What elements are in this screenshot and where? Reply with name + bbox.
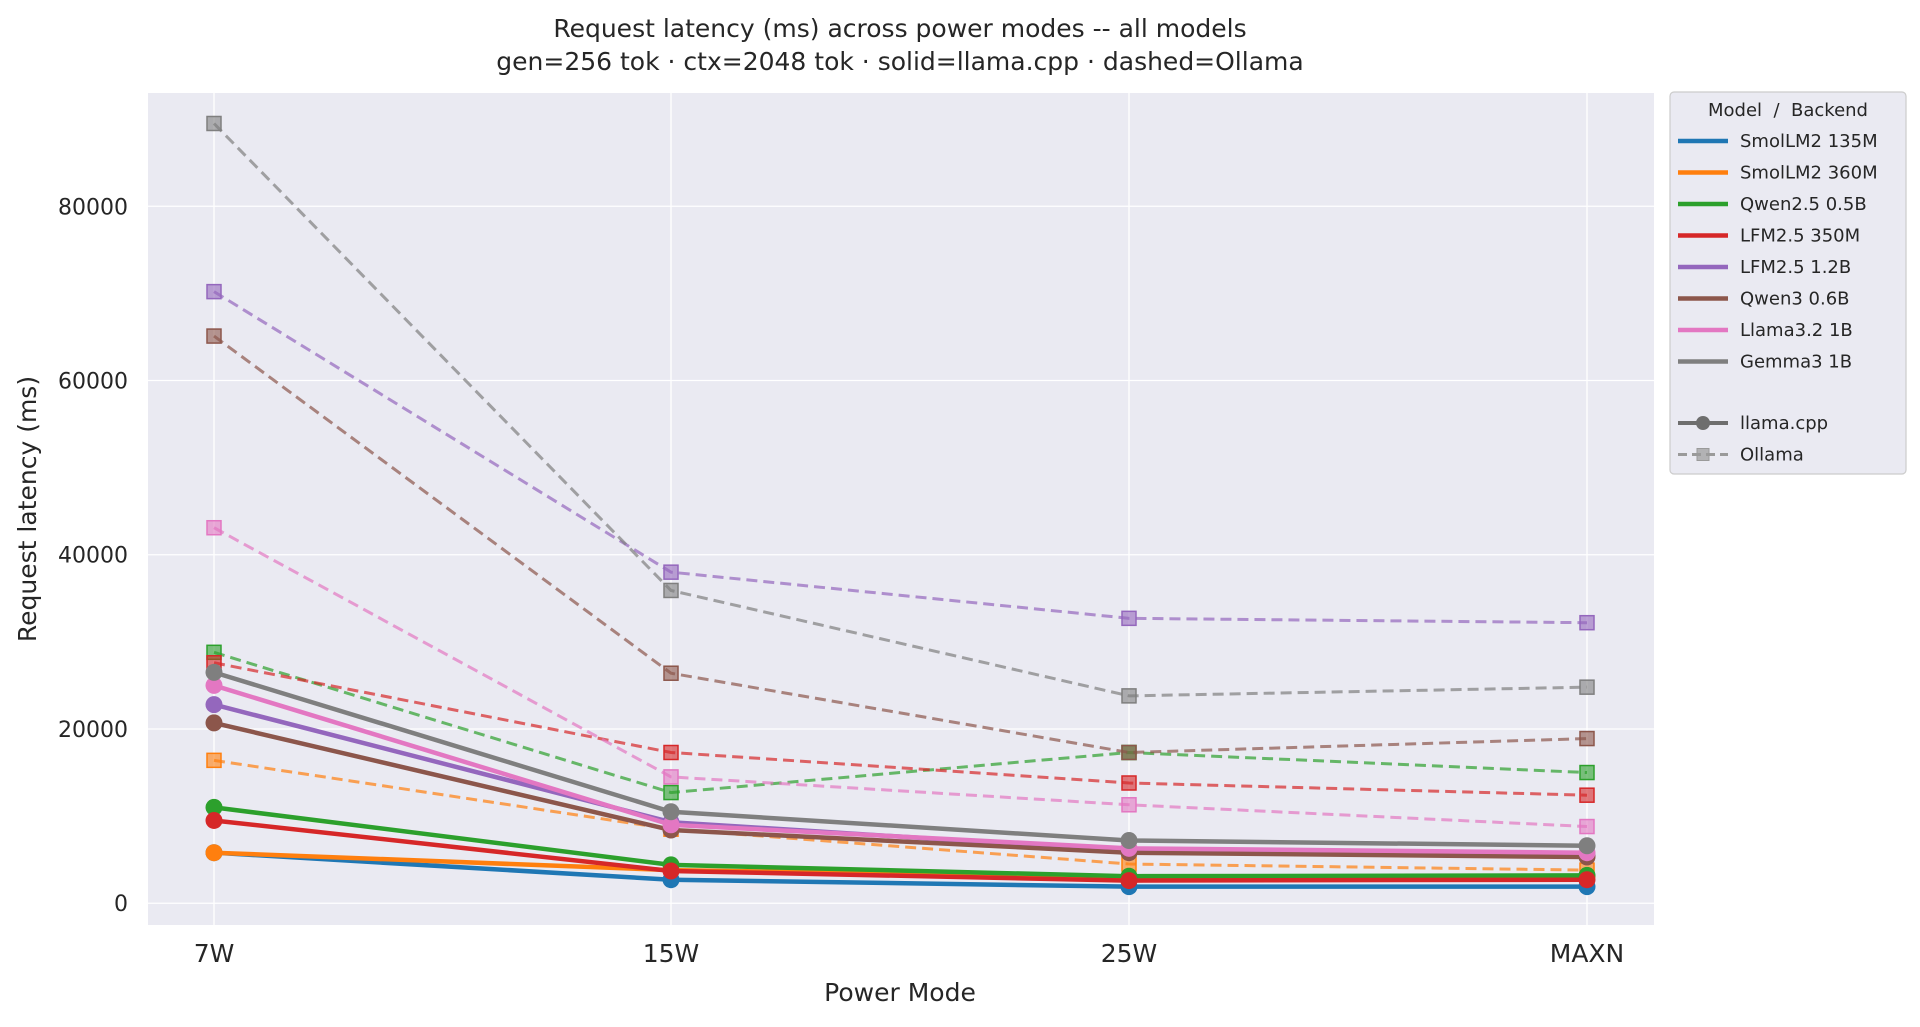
series-line-llamacpp-gemma3-1b [213,670,1588,848]
data-point-llamacpp-llama3-2-1b [662,816,680,834]
series-line-llamacpp-qwen3-0-6b [213,720,1588,860]
series-line-ollama-gemma3-1b [212,122,1588,698]
chart-subtitle: gen=256 tok · ctx=2048 tok · solid=llama… [496,47,1303,76]
data-point-ollama-lfm2-5-350m [1121,775,1137,791]
legend-title: Model / Backend [1708,100,1868,121]
data-point-ollama-smollm2-360m [206,752,222,769]
legend-label-smollm2-360m: SmolLM2 360M [1740,163,1878,184]
data-point-llamacpp-lfm2-5-350m [662,862,680,880]
data-point-llamacpp-lfm2-5-350m [1120,872,1138,890]
chart-title: Request latency (ms) across power modes … [553,14,1246,43]
data-point-ollama-llama3-2-1b [206,519,222,536]
x-tick-label: MAXN [1550,939,1625,968]
data-point-llamacpp-llama3-2-1b [205,676,223,694]
legend-marker-llama-cpp [1696,416,1710,430]
data-point-ollama-qwen3-0-6b [206,328,222,344]
legend-label-lfm2-5-1-2b: LFM2.5 1.2B [1740,257,1851,278]
data-point-ollama-lfm2-5-1-2b [663,564,679,580]
data-point-llamacpp-qwen3-0-6b [205,714,223,732]
data-point-llamacpp-lfm2-5-350m [1578,871,1596,889]
data-point-ollama-qwen2-5-0-5b [663,784,679,801]
y-tick-label: 20000 [58,718,128,743]
data-point-ollama-qwen3-0-6b [1579,730,1595,747]
legend-label-ollama: Ollama [1740,445,1804,466]
x-tick-label: 7W [194,939,235,968]
legend-label-qwen2-5-0-5b: Qwen2.5 0.5B [1740,194,1867,215]
y-tick-label: 60000 [58,369,128,394]
data-point-llamacpp-gemma3-1b [1120,831,1138,849]
legend-label-gemma3-1b: Gemma3 1B [1740,352,1852,373]
legend-label-llama3-2-1b: Llama3.2 1B [1740,320,1853,341]
data-point-llamacpp-gemma3-1b [662,803,680,821]
x-tick-label: 25W [1101,939,1158,968]
axis-tick-labels: 0 20000 40000 60000 80000 7W 15W 25W MAXN [58,195,1624,968]
y-tick-label: 0 [114,892,128,917]
data-point-llamacpp-qwen2-5-0-5b [205,798,223,816]
data-point-ollama-lfm2-5-350m [663,744,679,761]
data-point-ollama-gemma3-1b [1121,688,1137,704]
x-axis-label: Power Mode [824,978,976,1007]
series-line-ollama-qwen3-0-6b [213,334,1588,755]
data-series [205,115,1596,896]
data-point-llamacpp-gemma3-1b [205,663,223,681]
legend-label-llama-cpp: llama.cpp [1740,413,1828,434]
x-tick-label: 15W [643,939,700,968]
series-line-ollama-llama3-2-1b [213,526,1588,829]
data-point-ollama-gemma3-1b [663,582,679,599]
data-point-llamacpp-lfm2-5-1-2b [205,696,223,714]
series-line-ollama-lfm2-5-1-2b [213,290,1588,625]
data-point-llamacpp-smollm2-360m [205,844,223,862]
legend-label-smollm2-135m: SmolLM2 135M [1740,131,1878,152]
legend-box [1669,91,1907,475]
series-line-llamacpp-llama3-2-1b [213,683,1588,855]
legend-label-qwen3-0-6b: Qwen3 0.6B [1740,289,1850,310]
y-tick-label: 80000 [58,195,128,220]
series-line-llamacpp-smollm2-135m [213,850,1587,889]
data-point-ollama-qwen3-0-6b [1121,744,1137,761]
data-point-ollama-qwen2-5-0-5b [1579,764,1595,781]
data-point-ollama-lfm2-5-350m [1579,787,1595,803]
data-point-ollama-lfm2-5-1-2b [206,283,222,300]
data-point-ollama-lfm2-5-1-2b [1579,614,1595,631]
series-line-ollama-qwen2-5-0-5b [213,650,1588,795]
data-point-ollama-llama3-2-1b [1579,818,1595,835]
legend-marker-ollama [1696,448,1710,461]
legend-label-lfm2-5-350m: LFM2.5 350M [1740,226,1860,247]
data-point-ollama-lfm2-5-1-2b [1121,610,1137,627]
series-line-llamacpp-qwen2-5-0-5b [213,805,1588,879]
data-point-llamacpp-gemma3-1b [1578,837,1596,855]
data-point-ollama-gemma3-1b [1579,679,1595,695]
y-tick-label: 40000 [58,544,128,569]
data-point-llamacpp-lfm2-5-350m [205,811,223,829]
series-line-ollama-smollm2-360m [213,758,1588,872]
plot-area [148,93,1654,925]
legend: Model / Backend SmolLM2 135M SmolLM2 360M… [1669,91,1907,475]
series-line-llamacpp-lfm2-5-350m [213,818,1588,883]
data-point-ollama-llama3-2-1b [663,769,679,785]
data-point-ollama-qwen3-0-6b [663,665,679,681]
data-point-ollama-gemma3-1b [206,115,222,132]
data-point-ollama-llama3-2-1b [1121,797,1137,813]
y-axis-label: Request latency (ms) [13,376,42,642]
